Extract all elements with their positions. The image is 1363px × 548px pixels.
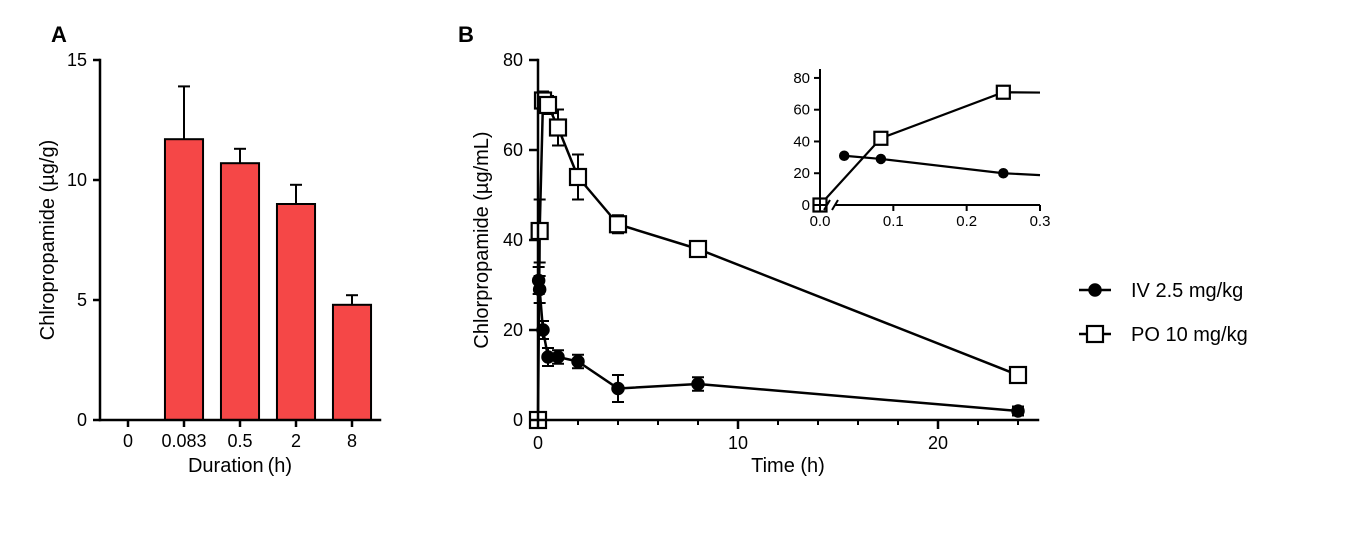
panel-a-ylabel: Chlropropamide (µg/g) [37,140,59,341]
panel-b-ylabel: Chlorpropamide (µg/mL) [471,131,493,348]
marker-square-icon [540,97,556,113]
inset-xtick: 0.0 [810,213,831,230]
panel-a-label: A [51,22,67,47]
inset-ytick: 60 [793,102,810,119]
inset-ytick: 0 [802,197,810,214]
series-line [538,101,1018,421]
legend-label: PO 10 mg/kg [1131,324,1248,346]
panel-b: B 0 20 40 60 80 0 10 20 Time (h) Chlorpropamide (µ… [458,22,1038,477]
marker-circle-icon [876,154,885,163]
xtick-label: 20 [928,433,948,453]
figure-container: A00.0830.528051015Duration (h)Chlropropa… [0,0,1363,548]
ytick-label: 0 [77,410,87,430]
marker-square-icon [874,132,887,145]
ytick-label: 40 [503,230,523,250]
bar-8 [333,305,371,420]
legend: IV 2.5 mg/kg PO 10 mg/kg [1079,280,1248,346]
inset-ytick: 40 [793,133,810,150]
figure-svg: A00.0830.528051015Duration (h)Chlropropa… [0,0,1363,548]
ytick-label: 5 [77,290,87,310]
ytick-label: 80 [503,50,523,70]
marker-circle-icon [572,356,584,368]
ytick-label: 10 [67,170,87,190]
xtick-label: 2 [291,431,301,451]
marker-circle-icon [1012,405,1024,417]
inset-series-line [820,92,1040,205]
marker-circle-icon [552,351,564,363]
legend-label: IV 2.5 mg/kg [1131,280,1243,302]
inset-xtick: 0.2 [956,213,977,230]
xtick-label: 0 [123,431,133,451]
marker-square-icon [550,120,566,136]
marker-circle-icon [692,378,704,390]
inset-ytick: 20 [793,165,810,182]
marker-square-icon [532,223,548,239]
marker-circle-icon [1089,284,1101,296]
marker-square-icon [570,169,586,185]
panel-a-xlabel: Duration (h) [188,455,292,477]
bar-0.5 [221,163,259,420]
inset-xtick: 0.3 [1030,213,1051,230]
xtick-label: 10 [728,433,748,453]
ytick-label: 60 [503,140,523,160]
inset-ytick: 80 [793,70,810,87]
inset-series-line [844,156,1040,175]
marker-circle-icon [612,383,624,395]
inset-xtick: 0.1 [883,213,904,230]
bar-2 [277,204,315,420]
panel-b-xlabel: Time (h) [751,455,825,477]
bar-0.083 [165,139,203,420]
marker-square-icon [1010,367,1026,383]
ytick-label: 15 [67,50,87,70]
marker-square-icon [997,86,1010,99]
marker-square-icon [690,241,706,257]
xtick-label: 0.5 [227,431,252,451]
panel-b-inset: 0 20 40 60 80 0.0 0.1 0.2 0.3 [793,70,1050,230]
marker-square-icon [1087,326,1103,342]
marker-circle-icon [840,151,849,160]
xtick-label: 0.083 [161,431,206,451]
marker-circle-icon [999,169,1008,178]
ytick-label: 0 [513,410,523,430]
xtick-label: 0 [533,433,543,453]
panel-a: A 0 0.083 0.5 2 8 0 5 10 15 Duration (h) Chlropropa… [37,22,380,477]
xtick-label: 8 [347,431,357,451]
panel-b-label: B [458,22,474,47]
ytick-label: 20 [503,320,523,340]
marker-square-icon [610,216,626,232]
